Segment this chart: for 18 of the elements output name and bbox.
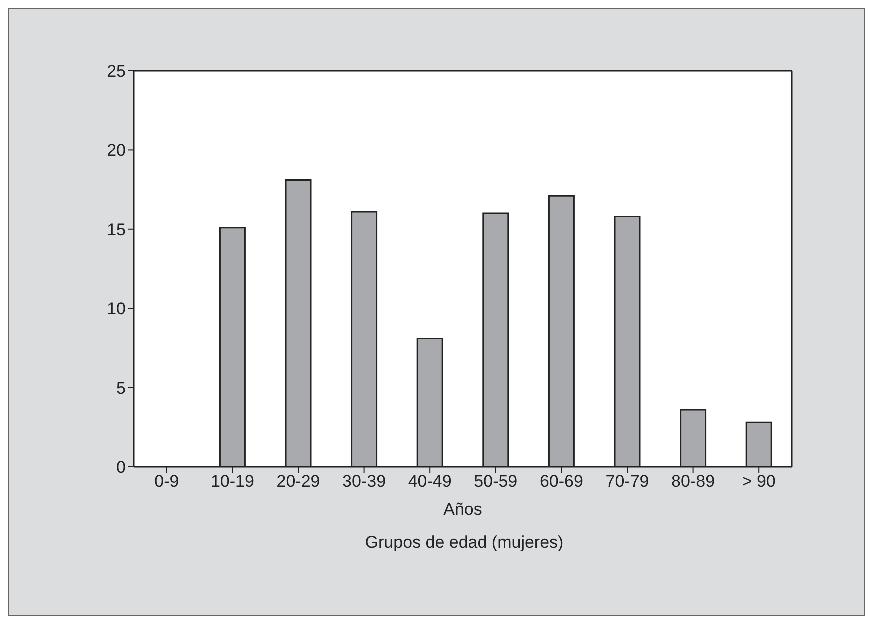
x-axis-title: Años bbox=[444, 500, 482, 519]
x-tick-label: 0-9 bbox=[154, 472, 180, 492]
y-tick-label: 20 bbox=[107, 141, 126, 160]
x-tick-label: 60-69 bbox=[540, 472, 584, 492]
x-tick-label: 10-19 bbox=[210, 472, 254, 492]
x-tick-label: 80-89 bbox=[672, 472, 716, 492]
x-tick-label: 70-79 bbox=[606, 472, 650, 492]
y-tick-label: 5 bbox=[116, 378, 126, 398]
y-tick-label: 0 bbox=[116, 458, 126, 478]
x-tick-label: > 90 bbox=[742, 472, 776, 492]
x-tick-label: 50-59 bbox=[474, 472, 518, 492]
y-tick-label: 15 bbox=[107, 220, 126, 240]
y-tick-label: 25 bbox=[107, 62, 126, 82]
x-tick-label: 20-29 bbox=[276, 472, 320, 492]
text: Grupos de edad (mujeres) bbox=[364, 533, 565, 553]
y-tick-label: 10 bbox=[107, 300, 126, 319]
x-tick-label: 30-39 bbox=[342, 472, 386, 492]
x-tick-label: 40-49 bbox=[408, 472, 452, 492]
